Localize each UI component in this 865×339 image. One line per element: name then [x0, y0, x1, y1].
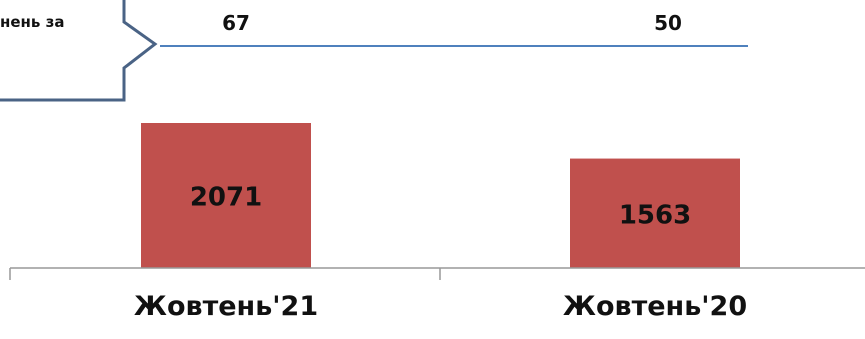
bar-label-1: 1563: [619, 200, 691, 230]
line-layer: 67 50: [160, 11, 748, 47]
bar-0: [141, 123, 311, 268]
callout-box: [0, 0, 158, 102]
bar-label-0: 2071: [190, 183, 262, 213]
x-tick-label-1: Жовтень'20: [563, 291, 747, 322]
bar-1: [570, 158, 740, 268]
line-label-1: 50: [654, 11, 682, 35]
line-label-0: 67: [222, 11, 250, 35]
callout-text: нень за: [0, 13, 65, 31]
x-tick-label-0: Жовтень'21: [134, 291, 318, 322]
axis-layer: Жовтень'21 Жовтень'20: [9, 267, 865, 322]
bar-layer: 2071 1563: [141, 123, 740, 268]
